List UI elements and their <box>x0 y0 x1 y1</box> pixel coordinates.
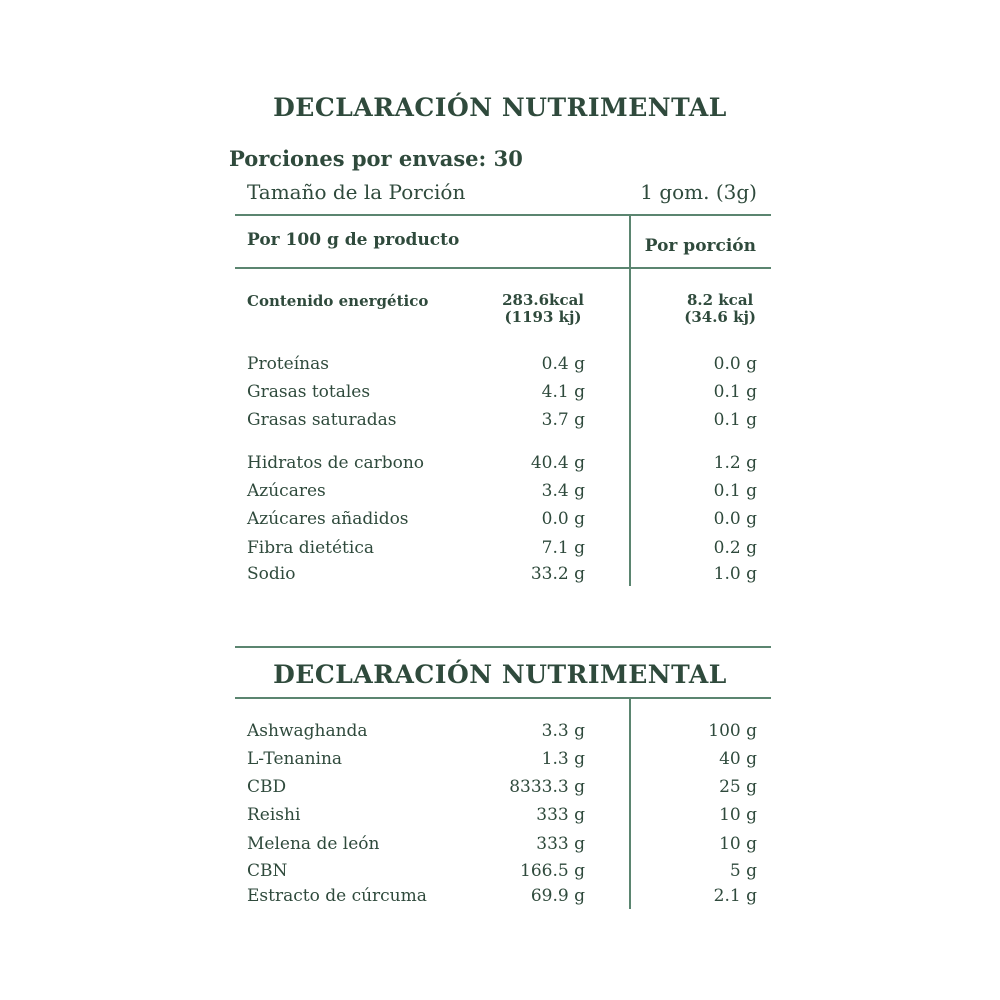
nutrient-row-per100: 40.4 g <box>530 453 585 473</box>
nutrient-row-label: Azúcares añadidos <box>247 509 409 529</box>
energy-per100: 283.6kcal (1193 kj) <box>502 292 584 326</box>
nutrient-row: Grasas totales 4.1 g 0.1 g <box>247 382 757 406</box>
nutrient-row-per100: 4.1 g <box>541 382 585 402</box>
ingredient-row-per100: 3.3 g <box>541 721 585 741</box>
nutrient-row: Fibra dietética 7.1 g 0.2 g <box>247 538 757 562</box>
ingredient-row-per-serving: 25 g <box>719 777 757 797</box>
nutrient-row: Azúcares 3.4 g 0.1 g <box>247 481 757 505</box>
nutrient-row-per-serving: 0.1 g <box>713 410 757 430</box>
nutrient-row-per-serving: 0.0 g <box>713 354 757 374</box>
nutrient-row-per100: 0.0 g <box>541 509 585 529</box>
nutrient-row-per100: 3.7 g <box>541 410 585 430</box>
nutrient-row-per100: 3.4 g <box>541 481 585 501</box>
nutrient-row-label: Grasas totales <box>247 382 371 402</box>
ingredient-row-label: Estracto de cúrcuma <box>247 886 427 906</box>
nutrient-row-label: Proteínas <box>247 354 329 374</box>
energy-serving-kj: (34.6 kj) <box>684 308 756 326</box>
ingredient-row-label: Melena de león <box>247 834 380 854</box>
nutrient-row-per-serving: 1.2 g <box>713 453 757 473</box>
ingredient-row: Melena de león 333 g 10 g <box>247 834 757 858</box>
ingredient-row-per-serving: 10 g <box>719 805 757 825</box>
ingredient-row-per100: 69.9 g <box>530 886 585 906</box>
header-per100: Por 100 g de producto <box>247 230 460 250</box>
energy-serving-kcal: 8.2 kcal <box>686 291 754 309</box>
nutrient-row-label: Fibra dietética <box>247 538 374 558</box>
nutrient-row-per100: 7.1 g <box>541 538 585 558</box>
ingredient-row: CBN 166.5 g 5 g <box>247 861 757 885</box>
divider <box>235 267 771 269</box>
title: DECLARACIÓN NUTRIMENTAL <box>273 93 727 122</box>
ingredient-row-label: Reishi <box>247 805 301 825</box>
ingredient-row-label: CBD <box>247 777 287 797</box>
ingredient-row-per100: 333 g <box>536 805 585 825</box>
ingredient-row-label: L-Tenanina <box>247 749 343 769</box>
ingredient-row-per-serving: 10 g <box>719 834 757 854</box>
nutrient-row: Sodio 33.2 g 1.0 g <box>247 564 757 588</box>
ingredient-row-per100: 1.3 g <box>541 749 585 769</box>
nutrient-row: Hidratos de carbono 40.4 g 1.2 g <box>247 453 757 477</box>
nutrient-row-per-serving: 0.2 g <box>713 538 757 558</box>
serving-size-value: 1 gom. (3g) <box>640 180 757 204</box>
nutrient-row-per-serving: 0.0 g <box>713 509 757 529</box>
ingredient-row-per-serving: 40 g <box>719 749 757 769</box>
title-2: DECLARACIÓN NUTRIMENTAL <box>273 660 727 689</box>
nutrient-row: Azúcares añadidos 0.0 g 0.0 g <box>247 509 757 533</box>
ingredient-row: Ashwaghanda 3.3 g 100 g <box>247 721 757 745</box>
ingredient-row-label: Ashwaghanda <box>247 721 368 741</box>
nutrient-row-per100: 33.2 g <box>530 564 585 584</box>
ingredient-row-per100: 166.5 g <box>520 861 585 881</box>
nutrient-row: Proteínas 0.4 g 0.0 g <box>247 354 757 378</box>
energy-serving: 8.2 kcal (34.6 kj) <box>684 292 756 326</box>
ingredient-row-per-serving: 2.1 g <box>713 886 757 906</box>
nutrient-row-label: Sodio <box>247 564 296 584</box>
divider <box>235 697 771 699</box>
ingredient-row: Estracto de cúrcuma 69.9 g 2.1 g <box>247 886 757 910</box>
nutrient-row-label: Grasas saturadas <box>247 410 397 430</box>
divider <box>235 214 771 216</box>
servings-per-container: Porciones por envase: 30 <box>229 146 523 171</box>
ingredient-row: Reishi 333 g 10 g <box>247 805 757 829</box>
ingredient-row-per100: 8333.3 g <box>509 777 585 797</box>
nutrient-row: Grasas saturadas 3.7 g 0.1 g <box>247 410 757 434</box>
divider <box>235 646 771 648</box>
nutrient-row-label: Hidratos de carbono <box>247 453 425 473</box>
serving-size-label: Tamaño de la Porción <box>247 180 466 204</box>
column-divider <box>629 697 631 909</box>
energy-per100-kj: (1193 kj) <box>504 308 582 326</box>
energy-per100-kcal: 283.6kcal <box>502 291 584 309</box>
column-divider <box>629 214 631 586</box>
ingredient-row-label: CBN <box>247 861 288 881</box>
ingredient-row-per-serving: 100 g <box>708 721 757 741</box>
ingredient-row: CBD 8333.3 g 25 g <box>247 777 757 801</box>
ingredient-row: L-Tenanina 1.3 g 40 g <box>247 749 757 773</box>
nutrient-row-per-serving: 0.1 g <box>713 382 757 402</box>
nutrient-row-per-serving: 1.0 g <box>713 564 757 584</box>
nutrient-row-per100: 0.4 g <box>541 354 585 374</box>
ingredient-row-per100: 333 g <box>536 834 585 854</box>
energy-label: Contenido energético <box>247 292 429 310</box>
nutrient-row-per-serving: 0.1 g <box>713 481 757 501</box>
nutrient-row-label: Azúcares <box>247 481 326 501</box>
header-per-serving: Por porción <box>644 236 756 256</box>
ingredient-row-per-serving: 5 g <box>729 861 757 881</box>
